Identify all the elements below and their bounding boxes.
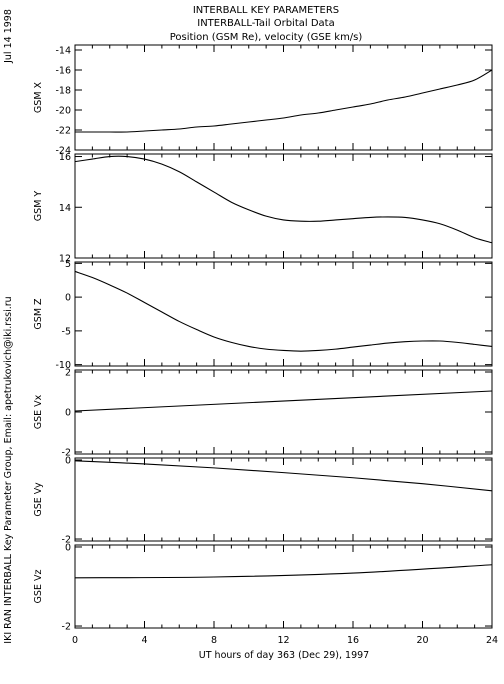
gse-vx-ytick-label: 0 <box>65 408 71 419</box>
gsm-z-ytick-label: -10 <box>55 360 71 371</box>
x-axis-title: UT hours of day 363 (Dec 29), 1997 <box>199 650 369 661</box>
gsm-y-ytick-label: 12 <box>59 254 71 265</box>
x-tick-label: 20 <box>416 635 428 646</box>
gsm-x-series-line <box>75 69 493 133</box>
x-tick-label: 0 <box>72 635 78 646</box>
gsm-x-ytick-label: -20 <box>55 106 71 117</box>
gse-vz-ylabel: GSE Vz <box>33 570 44 604</box>
gse-vy-ytick-label: 0 <box>65 455 71 466</box>
gsm-y-frame <box>74 153 493 259</box>
gsm-y-ytick-label: 14 <box>59 203 71 214</box>
x-tick-label: 4 <box>141 635 147 646</box>
gsm-z-ytick-label: 5 <box>65 259 71 270</box>
gse-vx-ylabel: GSE Vx <box>33 394 44 429</box>
date-label: Jul 14 1998 <box>3 9 14 64</box>
gse-vz-frame <box>74 544 493 629</box>
gsm-x-ytick-label: -22 <box>55 126 71 137</box>
gse-vx-frame <box>74 369 493 455</box>
gsm-x-ytick-label: -16 <box>55 66 71 77</box>
x-tick-label: 16 <box>347 635 359 646</box>
gsm-z-ytick-label: -5 <box>62 326 71 337</box>
title-line-2: INTERBALL-Tail Orbital Data <box>197 18 334 29</box>
credit-label: IKI RAN INTERBALL Key Parameter Group, E… <box>3 296 14 643</box>
gse-vx-ytick-label: -2 <box>62 448 71 459</box>
gse-vy-frame <box>74 457 493 542</box>
gse-vy-ytick-label: -2 <box>62 535 71 546</box>
gse-vx-series-line <box>74 390 493 412</box>
title-line-3: Position (GSM Re), velocity (GSE km/s) <box>170 32 363 43</box>
gsm-y-ylabel: GSM Y <box>33 191 44 222</box>
gsm-z-ylabel: GSM Z <box>33 298 44 330</box>
gse-vx-ytick-label: 2 <box>65 368 71 379</box>
x-tick-label: 24 <box>486 635 498 646</box>
gsm-x-ytick-label: -18 <box>55 86 71 97</box>
gse-vz-ytick-label: -2 <box>62 622 71 633</box>
title-line-1: INTERBALL KEY PARAMETERS <box>193 5 339 16</box>
gse-vz-series-line <box>74 564 493 579</box>
gsm-z-series-line <box>74 270 493 352</box>
x-tick-label: 8 <box>211 635 217 646</box>
gse-vy-ylabel: GSE Vy <box>33 482 44 517</box>
gsm-x-frame <box>74 44 493 151</box>
gsm-x-ytick-label: -14 <box>55 46 71 57</box>
gsm-x-ylabel: GSM X <box>33 81 44 113</box>
gse-vz-ytick-label: 0 <box>65 542 71 553</box>
gsm-y-series-line <box>74 155 493 244</box>
x-tick-label: 12 <box>277 635 289 646</box>
gse-vy-series-line <box>74 460 493 492</box>
title-block: INTERBALL KEY PARAMETERS INTERBALL-Tail … <box>170 5 363 43</box>
gsm-z-ytick-label: 0 <box>65 293 71 304</box>
gsm-x-ytick-label: -24 <box>55 146 71 157</box>
gsm-y-ytick-label: 16 <box>59 152 71 163</box>
